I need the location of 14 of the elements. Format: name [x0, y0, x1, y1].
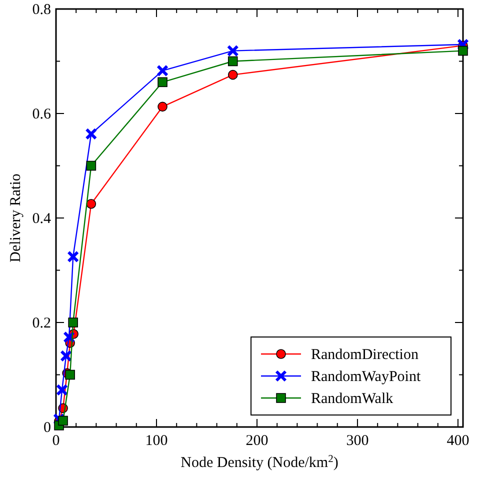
- x-tick-label: 400: [446, 433, 470, 449]
- x-tick-label: 200: [246, 433, 268, 449]
- y-tick-label: 0.2: [32, 316, 51, 332]
- x-axis-title: Node Density (Node/km$^{2}$): [180, 454, 338, 471]
- legend-label: RandomWayPoint: [311, 369, 422, 385]
- x-tick-label: 300: [346, 433, 369, 449]
- y-tick-label: 0.8: [32, 2, 51, 18]
- y-axis-title: Delivery Ratio: [8, 174, 24, 262]
- y-tick-label: 0: [44, 420, 51, 436]
- y-tick-label: 0.4: [32, 211, 52, 227]
- x-tick-label: 100: [145, 433, 168, 449]
- y-tick-label: 0.6: [32, 106, 52, 122]
- legend-label: RandomDirection: [311, 347, 419, 363]
- legend-label: RandomWalk: [311, 391, 394, 407]
